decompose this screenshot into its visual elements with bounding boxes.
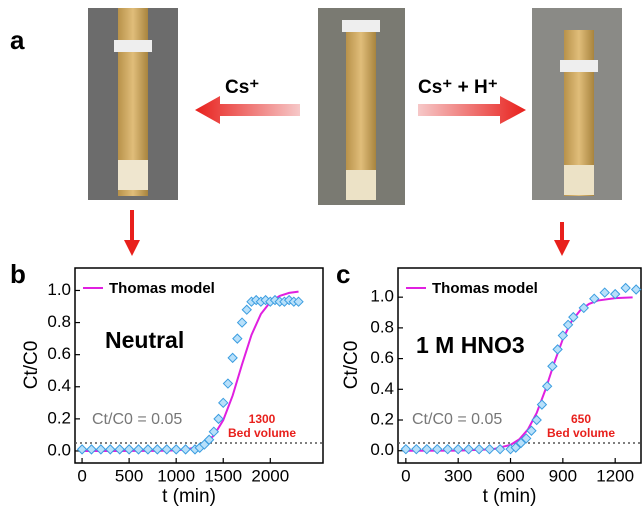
y-axis-label: Ct/C0 (341, 341, 362, 390)
data-point (422, 445, 431, 454)
figure: Cs⁺ Cs⁺ + H⁺ a b c 0 500 1000 1500 2000 0.0 0.… (0, 0, 643, 510)
panel-label: b (10, 259, 26, 289)
threshold-label: Ct/C0 = 0.05 (412, 411, 502, 428)
data-point (233, 334, 242, 343)
y-tick-label: 1.0 (47, 280, 71, 299)
y-tick-label: 0.8 (47, 312, 71, 331)
y-tick-label: 0.4 (47, 376, 71, 395)
x-tick-label: 1500 (204, 466, 242, 485)
y-tick-label: 0.8 (370, 317, 394, 336)
x-tick-label: 0 (77, 466, 86, 485)
bed-volume-value: 650 (571, 412, 591, 426)
y-tick-label: 0.6 (370, 348, 394, 367)
data-point (242, 305, 251, 314)
y-tick-label: 1.0 (370, 287, 394, 306)
data-point (412, 445, 421, 454)
data-point (464, 445, 473, 454)
photo (318, 8, 405, 205)
data-point (106, 445, 115, 454)
data-point (153, 445, 162, 454)
data-point (600, 288, 609, 297)
x-tick-label: 2000 (251, 466, 289, 485)
arrow (195, 96, 300, 124)
x-tick-label: 900 (549, 466, 577, 485)
arrow-label: Cs⁺ (225, 77, 259, 98)
y-tick-label: 0.6 (47, 344, 71, 363)
threshold-label: Ct/C0 = 0.05 (92, 411, 182, 428)
data-point (134, 445, 143, 454)
x-tick-label: 1000 (157, 466, 195, 485)
data-point (96, 445, 105, 454)
x-tick-label: 600 (496, 466, 524, 485)
data-point (223, 379, 232, 388)
bed-volume-label: Bed volume (547, 426, 615, 440)
data-point (238, 318, 247, 327)
photo (88, 8, 178, 200)
data-point (228, 353, 237, 362)
y-tick-label: 0.4 (370, 379, 394, 398)
data-point (548, 362, 557, 371)
panel-label: c (336, 259, 350, 289)
data-point (162, 445, 171, 454)
chart-title: 1 M HNO3 (416, 332, 525, 358)
data-point (475, 445, 484, 454)
data-point (143, 445, 152, 454)
y-tick-label: 0.0 (47, 440, 71, 459)
arrow-label: Cs⁺ + H⁺ (418, 77, 498, 98)
data-point (433, 445, 442, 454)
arrow (124, 210, 140, 256)
data-point (87, 445, 96, 454)
data-point (219, 398, 228, 407)
data-point (632, 285, 641, 294)
photo (532, 8, 622, 200)
data-point (443, 445, 452, 454)
data-point (543, 382, 552, 391)
data-point (115, 445, 124, 454)
data-point (172, 445, 181, 454)
y-tick-label: 0.2 (47, 408, 71, 427)
panel-label: a (10, 25, 25, 55)
arrow (418, 96, 526, 124)
data-point (78, 445, 87, 454)
chart-title: Neutral (105, 327, 184, 353)
legend-label: Thomas model (109, 280, 215, 297)
bed-volume-label: Bed volume (228, 426, 296, 440)
x-tick-label: 500 (115, 466, 143, 485)
data-point (485, 445, 494, 454)
data-point (621, 283, 630, 292)
y-axis-label: Ct/C0 (21, 341, 42, 390)
y-tick-label: 0.2 (370, 409, 394, 428)
data-point (454, 445, 463, 454)
data-point (590, 294, 599, 303)
x-axis-label: t (min) (483, 486, 537, 507)
data-point (181, 445, 190, 454)
arrow (554, 222, 570, 256)
legend-label: Thomas model (432, 280, 538, 297)
x-tick-label: 1200 (596, 466, 634, 485)
x-axis-label: t (min) (162, 486, 216, 507)
x-tick-label: 300 (444, 466, 472, 485)
x-tick-label: 0 (401, 466, 410, 485)
y-tick-label: 0.0 (370, 440, 394, 459)
data-point (401, 445, 410, 454)
data-point (125, 445, 134, 454)
bed-volume-value: 1300 (249, 412, 276, 426)
